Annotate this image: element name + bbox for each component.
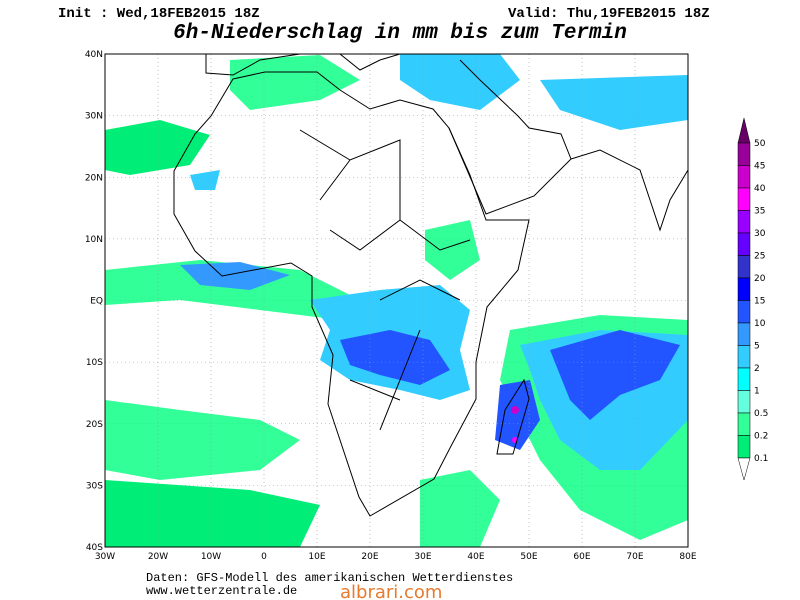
- lat-label: 10S: [86, 358, 103, 368]
- colorbar-segment: [737, 435, 751, 459]
- colorbar-label: 50: [754, 139, 766, 149]
- colorbar-segment: [737, 322, 751, 346]
- lat-label: 40S: [86, 543, 103, 553]
- lon-label: 30E: [414, 552, 431, 562]
- colorbar-segment: [737, 255, 751, 279]
- valid-time: Valid: Thu,19FEB2015 18Z: [508, 6, 710, 22]
- coastlines: [173, 54, 688, 517]
- lon-label: 0: [261, 552, 267, 562]
- lat-label: 40N: [85, 50, 103, 60]
- init-time: Init : Wed,18FEB2015 18Z: [58, 6, 260, 22]
- colorbar-segment: [737, 367, 751, 391]
- colorbar-label: 25: [754, 252, 765, 262]
- colorbar-segment: [737, 300, 751, 324]
- lon-label: 10W: [201, 552, 221, 562]
- colorbar-label: 10: [754, 319, 766, 329]
- colorbar-label: 5: [754, 342, 760, 352]
- lon-label: 20E: [361, 552, 378, 562]
- colorbar-label: 20: [754, 274, 766, 284]
- lat-label: 30S: [86, 481, 103, 491]
- lon-label: 10E: [308, 552, 325, 562]
- lon-label: 70E: [626, 552, 643, 562]
- lon-label: 80E: [679, 552, 696, 562]
- lat-label: 10N: [85, 235, 103, 245]
- colorbar-segment: [737, 345, 751, 369]
- lon-label: 40E: [467, 552, 484, 562]
- precipitation: [105, 54, 688, 547]
- source-url: www.wetterzentrale.de: [146, 584, 297, 598]
- colorbar-label: 35: [754, 207, 765, 217]
- colorbar-segment: [737, 390, 751, 414]
- colorbar-label: 15: [754, 297, 765, 307]
- colorbar-segment: [737, 210, 751, 234]
- lon-label: 60E: [573, 552, 590, 562]
- colorbar-label: 1: [754, 387, 760, 397]
- colorbar-segment: [737, 232, 751, 256]
- colorbar-label: 0.1: [754, 454, 768, 464]
- lon-label: 20W: [148, 552, 168, 562]
- colorbar-arrow: [737, 457, 751, 481]
- colorbar-segment: [737, 412, 751, 436]
- colorbar-label: 45: [754, 162, 765, 172]
- colorbar-label: 0.5: [754, 409, 768, 419]
- lat-label: 20S: [86, 420, 103, 430]
- colorbar-arrow: [737, 117, 751, 144]
- colorbar-label: 0.2: [754, 432, 768, 442]
- colorbar-segment: [737, 165, 751, 189]
- map-title: 6h-Niederschlag in mm bis zum Termin: [173, 22, 627, 45]
- lat-label: 20N: [85, 173, 103, 183]
- watermark: albrari.com: [340, 582, 442, 600]
- lon-label: 50E: [520, 552, 537, 562]
- colorbar-label: 30: [754, 229, 766, 239]
- lat-label: 30N: [85, 112, 103, 122]
- lat-label: EQ: [90, 297, 103, 307]
- map-frame: [104, 53, 689, 548]
- colorbar-label: 40: [754, 184, 766, 194]
- colorbar: 50 45 40 35 30 25 20 15 10 5 2 1 0.5 0.2 0.1: [737, 117, 768, 481]
- colorbar-label: 2: [754, 364, 760, 374]
- data-source: Daten: GFS-Modell des amerikanischen Wet…: [146, 571, 513, 585]
- colorbar-segment: [737, 187, 751, 211]
- colorbar-segment: [737, 277, 751, 301]
- lon-label: 30W: [95, 552, 115, 562]
- colorbar-segment: [737, 142, 751, 166]
